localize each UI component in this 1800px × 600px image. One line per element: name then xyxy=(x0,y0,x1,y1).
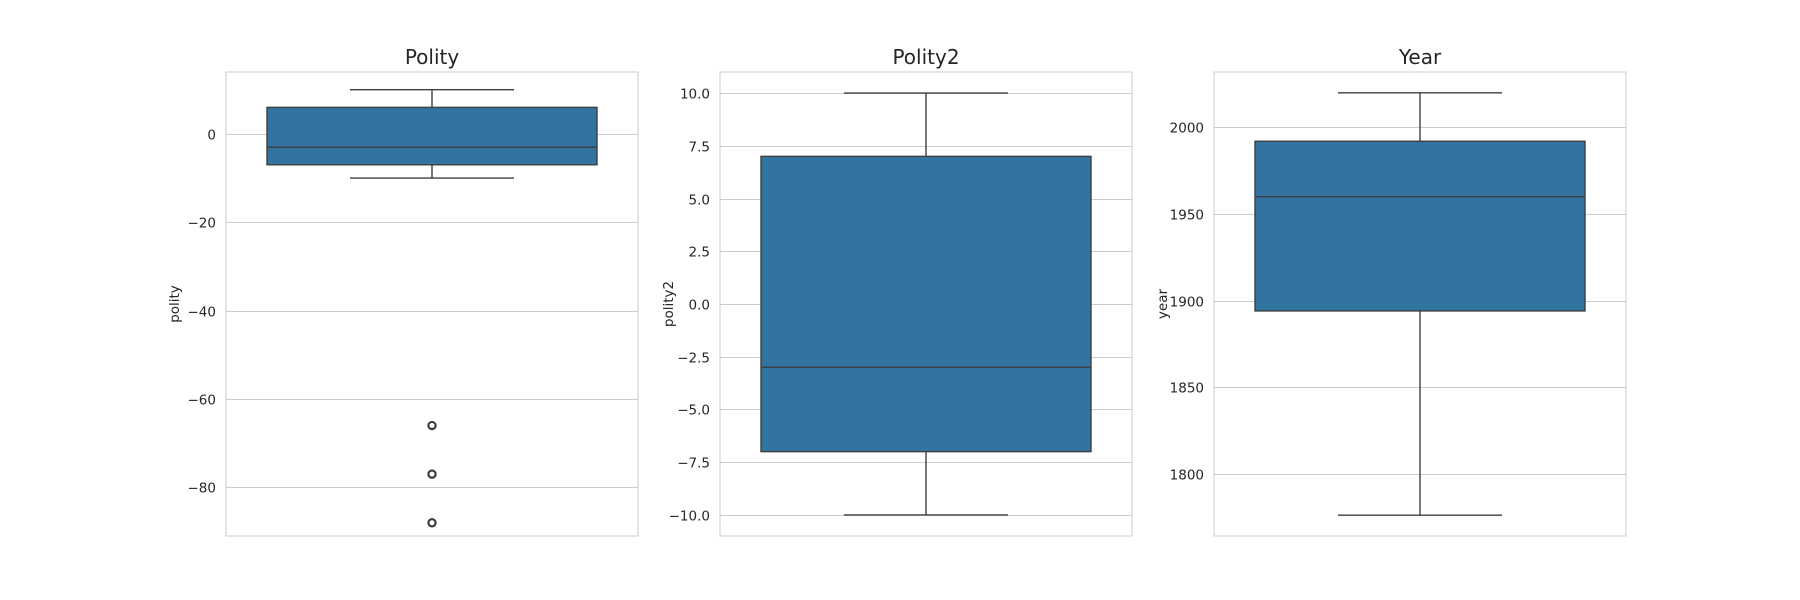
y-tick-label: −60 xyxy=(188,393,217,409)
chart-title: Polity2 xyxy=(892,45,959,69)
outlier-point xyxy=(427,518,437,528)
y-tick-label: −7.5 xyxy=(677,456,710,472)
y-tick-label: 10.0 xyxy=(680,87,710,103)
y-tick-label: 7.5 xyxy=(689,140,710,156)
y-tick-label: −40 xyxy=(188,305,217,321)
outlier-point xyxy=(427,420,437,431)
y-axis-label: polity2 xyxy=(661,281,677,327)
y-tick-label: 1950 xyxy=(1170,208,1204,224)
y-tick-label: −80 xyxy=(188,481,217,497)
iqr-box xyxy=(1254,140,1586,312)
y-tick-label: 1850 xyxy=(1170,381,1204,397)
subplot-polity2: 10.0 7.5 5.0 2.5 0.0 −2.5 −5.0 −7.5 −10.0 Polity2… xyxy=(661,45,1133,537)
iqr-box xyxy=(760,155,1092,453)
y-tick-label: 2.5 xyxy=(689,245,710,261)
y-tick-label: −20 xyxy=(188,216,217,232)
iqr-box xyxy=(266,106,598,166)
y-tick-label: 5.0 xyxy=(689,193,710,209)
y-tick-label: 1800 xyxy=(1170,468,1204,484)
y-tick-label: −5.0 xyxy=(677,403,710,419)
y-tick-label: 2000 xyxy=(1170,121,1204,137)
y-tick-label: −2.5 xyxy=(677,351,710,367)
chart-title: Polity xyxy=(405,45,460,69)
y-tick-label: 0 xyxy=(207,128,216,144)
y-tick-label: −10.0 xyxy=(669,509,710,525)
y-axis-label: year xyxy=(1155,288,1171,319)
y-tick-label: 0.0 xyxy=(689,298,710,314)
outlier-point xyxy=(427,469,437,479)
y-tick-label: 1900 xyxy=(1170,295,1204,311)
chart-title: Year xyxy=(1398,45,1442,69)
subplot-polity: 0 −20 −40 −60 −80 Polity polity xyxy=(167,45,639,537)
y-axis-label: polity xyxy=(167,285,183,323)
subplot-year: 2000 1950 1900 1850 1800 Year year xyxy=(1155,45,1627,537)
